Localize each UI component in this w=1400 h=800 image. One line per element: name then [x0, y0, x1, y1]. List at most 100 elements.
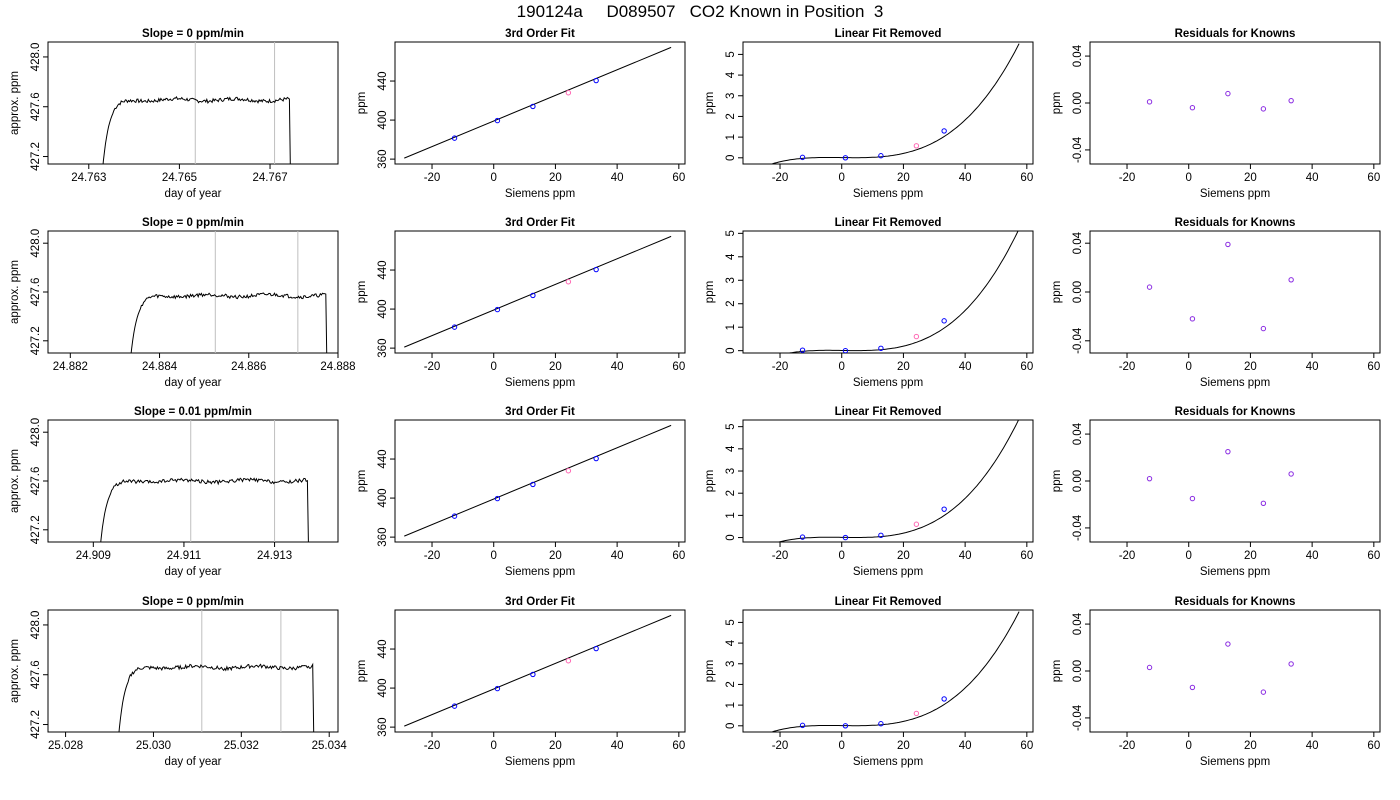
- x-tick-label: -20: [1119, 740, 1136, 752]
- x-tick-label: 60: [1020, 740, 1033, 752]
- data-trace: [130, 292, 328, 353]
- panel-title: 3rd Order Fit: [505, 596, 575, 608]
- residual-point: [1288, 277, 1294, 283]
- x-tick-label: 0: [839, 172, 845, 184]
- x-tick-label: 0: [839, 550, 845, 562]
- unknown-point: [913, 710, 920, 717]
- x-tick-label: 60: [672, 740, 685, 752]
- plot-data: [404, 46, 672, 159]
- y-tick-label: 3: [725, 277, 737, 283]
- data-trace: [102, 95, 291, 164]
- known-point: [842, 534, 849, 541]
- residual-point: [1189, 495, 1196, 502]
- x-tick-label: 20: [549, 740, 562, 752]
- y-tick-label: 360: [377, 150, 389, 169]
- x-tick-label: 24.765: [162, 172, 197, 184]
- known-point: [799, 722, 806, 729]
- unknown-point: [913, 333, 920, 340]
- known-point: [593, 455, 599, 462]
- residual-point: [1146, 284, 1153, 290]
- panel-1-1: Slope = 0 ppm/min 24.763 24.765 24.767 427.2…: [9, 28, 339, 200]
- y-tick-label: 3: [725, 661, 737, 667]
- panel-3-4: Residuals for Knowns -20 0 20 40 60 -0.04 0.00 0…: [1051, 406, 1381, 578]
- x-tick-label: 24.882: [53, 361, 88, 373]
- known-point: [878, 153, 884, 159]
- x-tick-label: 0: [491, 172, 497, 184]
- plot-data: [102, 42, 291, 164]
- unknown-point: [565, 658, 572, 664]
- plot-data: [776, 420, 1020, 542]
- plot-frame: [394, 230, 686, 354]
- known-point: [451, 703, 458, 709]
- plot-data: [404, 424, 672, 537]
- residual-point: [1225, 241, 1231, 248]
- plot-data: [130, 231, 328, 353]
- known-point: [530, 671, 536, 678]
- y-tick-label: 1: [725, 324, 737, 330]
- fit-line: [404, 614, 672, 727]
- plot-data: [118, 610, 315, 732]
- y-tick-label: 0.04: [1072, 422, 1084, 445]
- known-point: [593, 266, 599, 273]
- y-tick-label: 0.00: [1072, 470, 1084, 492]
- y-tick-label: -0.04: [1072, 514, 1084, 541]
- panel-title: Slope = 0 ppm/min: [142, 28, 244, 40]
- x-tick-label: -20: [772, 172, 789, 184]
- x-axis-label: Siemens ppm: [505, 188, 575, 200]
- residual-point: [1225, 448, 1231, 455]
- y-tick-label: 2: [725, 681, 737, 687]
- y-tick-label: 5: [725, 230, 737, 236]
- panel-title: Residuals for Knowns: [1175, 596, 1296, 608]
- y-tick-label: 427.2: [30, 142, 42, 171]
- y-tick-label: 3: [725, 468, 737, 474]
- panel-title: Linear Fit Removed: [835, 596, 942, 608]
- y-tick-label: 0: [725, 723, 737, 729]
- unknown-point: [913, 521, 920, 527]
- residual-point: [1288, 471, 1294, 477]
- known-point: [593, 645, 599, 652]
- y-tick-label: -0.04: [1072, 704, 1084, 731]
- x-tick-label: 0: [1186, 361, 1192, 373]
- x-tick-label: 60: [1367, 550, 1380, 562]
- residual-point: [1146, 664, 1153, 671]
- y-axis-label: ppm: [356, 281, 368, 303]
- plot-frame: [742, 41, 1034, 165]
- x-tick-label: -20: [424, 550, 441, 562]
- plot-frame: [394, 41, 686, 165]
- y-axis-label: ppm: [1051, 281, 1063, 303]
- residual-point: [1189, 104, 1196, 111]
- x-tick-label: 25.034: [312, 740, 348, 752]
- x-tick-label: -20: [424, 361, 441, 373]
- y-axis-label: ppm: [356, 92, 368, 114]
- plot-frame: [742, 419, 1034, 543]
- x-tick-label: 0: [1186, 550, 1192, 562]
- y-tick-label: 5: [725, 51, 737, 57]
- x-tick-label: 24.911: [167, 550, 201, 562]
- y-tick-label: 4: [725, 71, 737, 78]
- residual-point: [1225, 641, 1231, 647]
- residual-point: [1260, 106, 1267, 112]
- x-tick-label: 20: [549, 361, 562, 373]
- figure-title: 190124a D089507 CO2 Known in Position 3: [516, 2, 884, 21]
- data-trace: [100, 477, 309, 542]
- fit-line: [404, 235, 672, 348]
- y-tick-label: 427.2: [30, 515, 42, 544]
- y-axis-label: ppm: [704, 470, 716, 492]
- y-axis-label: ppm: [704, 92, 716, 114]
- x-axis-label: Siemens ppm: [505, 566, 575, 578]
- panel-4-2: 3rd Order Fit -20 0 20 40 60 360 400 440 Siemens …: [356, 596, 686, 768]
- panel-3-1: Slope = 0.01 ppm/min 24.909 24.911 24.913 42…: [9, 406, 339, 578]
- x-tick-label: -20: [1119, 172, 1136, 184]
- known-point: [799, 154, 806, 161]
- y-axis-label: approx. ppm: [9, 71, 21, 135]
- known-point: [799, 347, 806, 353]
- fit-curve: [769, 43, 1020, 164]
- x-tick-label: 40: [1306, 172, 1319, 184]
- panel-title: 3rd Order Fit: [505, 406, 575, 418]
- y-axis-label: approx. ppm: [9, 639, 21, 703]
- plot-data: [404, 235, 672, 348]
- y-tick-label: 0.00: [1072, 660, 1084, 682]
- x-tick-label: 25.028: [48, 740, 83, 752]
- plot-data: [769, 611, 1020, 732]
- plot-data: [1146, 90, 1294, 112]
